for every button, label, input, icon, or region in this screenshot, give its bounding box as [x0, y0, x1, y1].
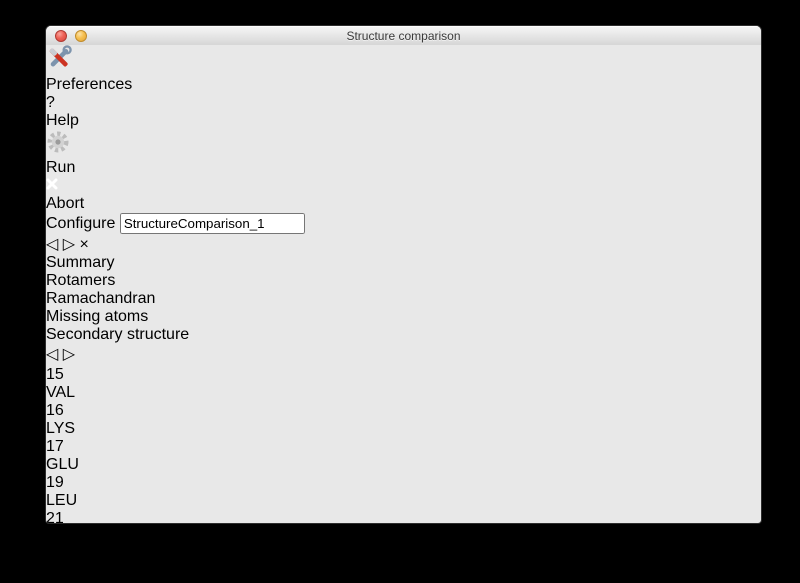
toolbar: Preferences ? Help Run: [46, 45, 761, 213]
configure-input[interactable]: [119, 213, 305, 234]
tab-ramachandran[interactable]: Ramachandran: [46, 290, 156, 307]
gear-icon: [46, 130, 761, 159]
help-button[interactable]: ? Help: [46, 94, 761, 130]
app-window: Structure comparison Preferences ? Help: [45, 25, 762, 524]
column-header: 16 LYS: [46, 402, 76, 437]
toolbar-item-label: Preferences: [46, 76, 133, 93]
column-header: 17 GLU: [46, 438, 79, 473]
prev-configuration-button[interactable]: ◁: [46, 236, 59, 253]
next-tab-button[interactable]: ▷: [62, 346, 76, 363]
next-configuration-button[interactable]: ▷: [62, 236, 76, 253]
preferences-button[interactable]: Preferences: [46, 45, 761, 94]
tools-icon: [46, 45, 761, 76]
configure-label: Configure: [46, 215, 116, 232]
tab-summary[interactable]: Summary: [46, 254, 115, 271]
tab-rotamers[interactable]: Rotamers: [46, 272, 116, 289]
abort-x-icon: [46, 177, 761, 195]
close-window-button[interactable]: [55, 30, 67, 42]
column-header: 19 LEU: [46, 474, 78, 509]
window-title: Structure comparison: [346, 28, 461, 43]
minimize-window-button[interactable]: [75, 30, 87, 42]
question-mark-icon: ?: [46, 94, 55, 111]
title-bar[interactable]: Structure comparison: [46, 26, 761, 45]
zoom-window-button[interactable]: [95, 30, 107, 42]
close-configuration-button[interactable]: ×: [79, 236, 89, 253]
abort-button[interactable]: Abort: [46, 177, 761, 213]
column-header: 15 VAL: [46, 366, 76, 401]
prev-tab-button[interactable]: ◁: [46, 346, 59, 363]
tab-secondary-structure[interactable]: Secondary structure: [46, 326, 190, 343]
toolbar-item-label: Help: [46, 112, 79, 129]
rotamer-table: 15VAL16LYS17GLU19LEU21LYS23LYS24GLU25ASP…: [46, 366, 761, 524]
toolbar-item-label: Run: [46, 159, 76, 176]
toolbar-item-label: Abort: [46, 195, 85, 212]
run-button[interactable]: Run: [46, 130, 761, 177]
tab-missing-atoms[interactable]: Missing atoms: [46, 308, 149, 325]
column-header: 21LYS: [46, 510, 64, 524]
column-header-row: 15VAL16LYS17GLU19LEU21LYS23LYS24GLU25ASP…: [46, 366, 761, 524]
configure-row: Configure ◁ ▷ ×: [46, 213, 761, 254]
tab-bar: Summary Rotamers Ramachandran Missing at…: [46, 254, 761, 364]
